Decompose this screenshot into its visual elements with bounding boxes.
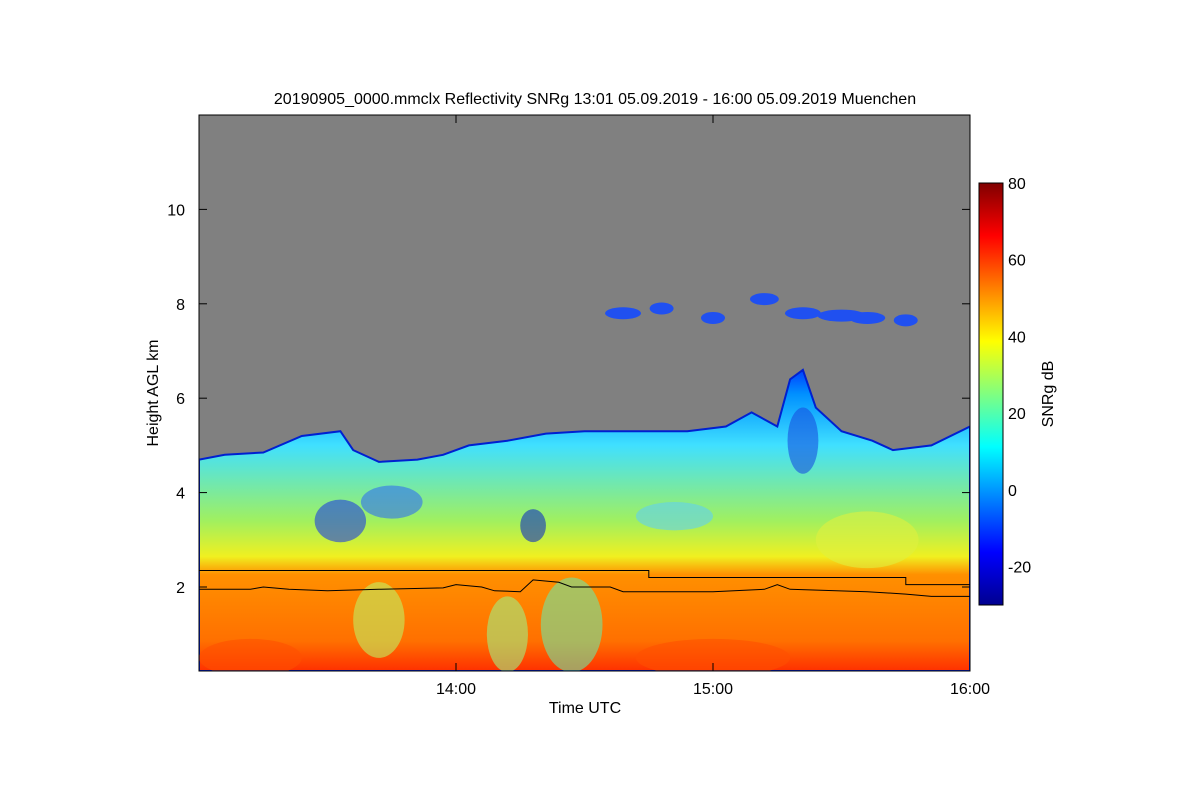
y-tick-label: 10 — [167, 202, 185, 219]
echo-texture — [635, 638, 791, 671]
upper-cloud-echo — [649, 302, 674, 315]
upper-cloud-echo — [849, 311, 886, 324]
x-tick-label: 14:00 — [436, 681, 476, 698]
plot-frame — [198, 114, 971, 672]
x-tick-label: 16:00 — [950, 681, 990, 698]
y-tick-label: 4 — [176, 486, 185, 503]
upper-layer-line — [199, 570, 970, 586]
upper-cloud-echo — [784, 307, 821, 320]
colorbar-tick-label: 0 — [1008, 483, 1017, 500]
upper-cloud-echo — [893, 314, 918, 327]
y-axis-label: Height AGL km — [145, 339, 162, 446]
colorbar-tick-label: 40 — [1008, 329, 1026, 346]
x-tick-label: 15:00 — [693, 681, 733, 698]
colorbar-tick-label: 80 — [1008, 176, 1026, 193]
x-axis-label: Time UTC — [549, 700, 621, 717]
colorbar-tick-label: 20 — [1008, 406, 1026, 423]
echo-texture — [486, 596, 528, 671]
colorbar-label: SNRg dB — [1040, 361, 1057, 428]
upper-cloud-echo — [605, 307, 642, 320]
echo-texture — [199, 638, 302, 671]
colorbar-tick-label: -20 — [1008, 560, 1031, 577]
lower-layer-line — [199, 579, 970, 597]
echo-texture — [815, 511, 919, 569]
upper-cloud-echo — [701, 311, 725, 324]
colorbar-tick-label: 60 — [1008, 253, 1026, 270]
chart-title: 20190905_0000.mmclx Reflectivity SNRg 13… — [274, 91, 916, 108]
echo-texture — [314, 499, 367, 543]
echo-texture — [787, 407, 819, 474]
y-tick-label: 8 — [176, 297, 185, 314]
echo-texture — [360, 485, 423, 519]
echo-texture — [540, 577, 603, 671]
y-tick-label: 6 — [176, 391, 185, 408]
echo-texture — [353, 582, 405, 658]
echo-texture — [520, 509, 546, 543]
upper-cloud-echo — [750, 293, 779, 306]
colorbar — [978, 182, 1004, 606]
echo-texture — [635, 501, 713, 531]
y-tick-label: 2 — [176, 580, 185, 597]
